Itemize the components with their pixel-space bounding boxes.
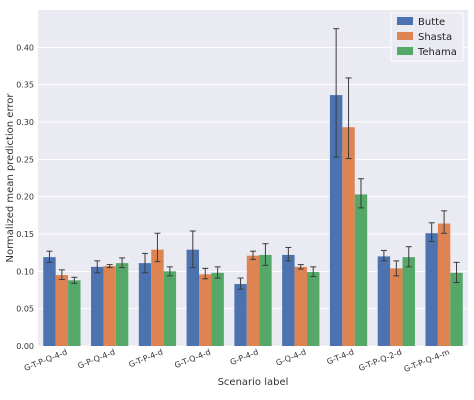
y-tick-label: 0.00 <box>16 342 34 351</box>
bar <box>103 266 116 346</box>
legend-label: Tehama <box>417 47 457 58</box>
legend-swatch <box>397 17 413 25</box>
bar <box>91 266 104 346</box>
x-tick-label: G-T-P-4-d <box>127 348 164 370</box>
y-tick-label: 0.30 <box>16 118 34 127</box>
x-axis-label: Scenario label <box>218 377 289 388</box>
y-tick-label: 0.35 <box>16 81 34 90</box>
y-tick-label: 0.40 <box>16 43 34 52</box>
legend-label: Shasta <box>418 32 452 43</box>
bar <box>115 263 129 346</box>
x-tick-label: G-T-Q-4-d <box>173 348 212 371</box>
y-tick-label: 0.20 <box>16 193 34 202</box>
bar <box>163 271 177 346</box>
bars <box>43 95 463 347</box>
legend: Butte Shasta Tehama <box>390 12 464 62</box>
bar <box>211 272 224 346</box>
y-tick-label: 0.15 <box>16 230 34 239</box>
x-tick-label: G-T-P-Q-4-d <box>23 348 69 373</box>
bar <box>246 255 260 346</box>
bar <box>354 194 368 346</box>
bar <box>68 280 81 346</box>
bar <box>390 268 403 346</box>
bar <box>342 127 355 346</box>
legend-label: Butte <box>418 17 445 28</box>
bar <box>186 249 200 346</box>
x-tick-label: G-P-4-d <box>229 348 260 367</box>
bar <box>259 254 272 346</box>
y-tick-labels: 0.00 0.05 0.10 0.15 0.20 0.25 0.30 0.35 0.40 <box>16 43 34 351</box>
legend-swatch <box>397 47 413 55</box>
legend-swatch <box>397 32 413 40</box>
y-tick-label: 0.05 <box>16 305 34 314</box>
bar <box>199 274 212 346</box>
x-tick-label: G-P-Q-4-d <box>77 348 117 371</box>
bar <box>294 266 307 346</box>
bar <box>43 257 56 346</box>
bar <box>377 256 391 346</box>
bar <box>138 263 152 346</box>
x-tick-labels: G-T-P-Q-4-d G-P-Q-4-d G-T-P-4-d G-T-Q-4-d G-… <box>23 347 451 374</box>
x-tick-label: G-T-P-Q-4-m <box>403 347 451 374</box>
y-axis-label: Normalized mean prediction error <box>5 93 16 263</box>
bar <box>282 254 295 346</box>
bar <box>151 249 164 346</box>
bar <box>402 257 415 346</box>
error-bars <box>46 28 460 290</box>
bar <box>450 272 463 346</box>
bar <box>234 284 247 346</box>
bar <box>306 272 320 346</box>
x-tick-label: G-T-4-d <box>326 348 356 367</box>
x-tick-label: G-T-P-Q-2-d <box>357 348 403 373</box>
x-tick-label: G-Q-4-d <box>275 348 308 368</box>
bar <box>425 233 438 346</box>
y-tick-label: 0.10 <box>16 267 34 276</box>
bar <box>55 275 69 346</box>
bar <box>437 223 451 346</box>
y-tick-label: 0.25 <box>16 155 34 164</box>
bar <box>329 95 343 347</box>
